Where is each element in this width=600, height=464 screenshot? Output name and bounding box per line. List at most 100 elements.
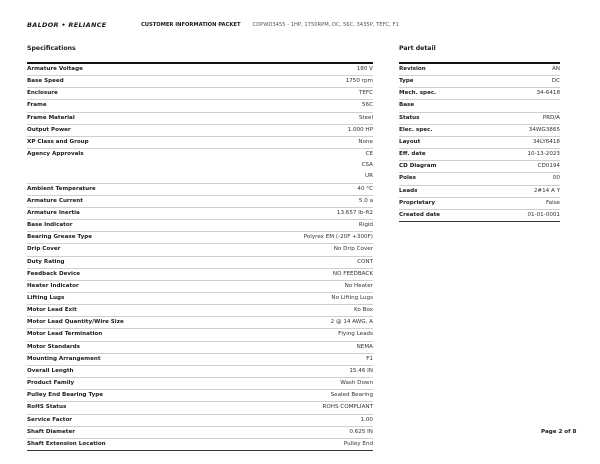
row-label: Proprietary xyxy=(399,199,436,206)
table-row: Base Speed 1750 rpm xyxy=(27,76,373,89)
table-row: Mounting Arrangement F1 xyxy=(27,354,373,366)
value-line: None xyxy=(358,138,373,145)
table-row: Drip Cover No Drip Cover xyxy=(27,244,373,257)
row-label: Revision xyxy=(399,66,426,72)
value-line: 180 V xyxy=(356,66,373,72)
part-detail-title: Part detail xyxy=(399,45,436,52)
row-label: Poles xyxy=(399,175,416,182)
row-value: 1.00 xyxy=(361,415,373,426)
row-value: 40 °C xyxy=(357,184,373,195)
row-label: Armature Voltage xyxy=(27,66,83,72)
table-row: Agency Approvals CE CSA UR xyxy=(27,149,373,184)
table-row: RoHS Status ROHS COMPLIANT xyxy=(27,402,373,415)
value-line: 34WG3865 xyxy=(528,126,560,133)
value-line: 15.46 IN xyxy=(349,367,373,374)
brand-logo: BALDOR • RELIANCE xyxy=(27,21,107,29)
row-value: 2#14 A Y xyxy=(534,186,560,197)
row-label: XP Class and Group xyxy=(27,138,89,145)
part-detail-section: Part detail Revision AN Type DC Mech. spec. 3… xyxy=(399,45,560,223)
value-line: 56C xyxy=(361,102,373,109)
value-line: False xyxy=(545,199,560,206)
row-value: 1750 rpm xyxy=(346,76,373,87)
row-value: CD0194 xyxy=(538,161,560,172)
row-label: Created date xyxy=(399,211,441,218)
value-line: UR xyxy=(365,173,373,180)
table-row: Armature Current 5.0 a xyxy=(27,196,373,208)
row-label: Eff. date xyxy=(399,151,426,158)
table-row: Proprietary False xyxy=(399,198,560,210)
row-value: CONT xyxy=(357,257,373,268)
row-label: Frame xyxy=(27,102,47,109)
row-value: NEMA xyxy=(357,342,373,353)
table-row: Armature Inertia 13.657 lb-ft2 xyxy=(27,208,373,221)
row-label: CD Diagram xyxy=(399,163,437,170)
product-description: CDPWD3455 - 1HP, 1750RPM, DC, 56C, 3435P… xyxy=(252,22,399,28)
value-line: 0.625 IN xyxy=(349,428,373,435)
row-label: Mech. spec. xyxy=(399,90,437,97)
value-line: CONT xyxy=(357,258,373,265)
row-value: 1.000 HP xyxy=(348,125,373,136)
row-value: Sealed Bearing xyxy=(331,390,373,401)
row-label: Feedback Device xyxy=(27,270,81,277)
row-value: 10-13-2023 xyxy=(527,149,560,160)
row-value: ROHS COMPLIANT xyxy=(322,402,373,413)
table-row: Status PRD/A xyxy=(399,113,560,125)
row-label: Type xyxy=(399,78,414,85)
row-label: Mounting Arrangement xyxy=(27,355,101,362)
row-label: Shaft Extension Location xyxy=(27,440,106,447)
table-row: Lifting Lugs No Lifting Lugs xyxy=(27,293,373,306)
table-row: Poles 00 xyxy=(399,173,560,186)
table-row: Motor Lead Termination Flying Leads xyxy=(27,329,373,342)
table-row: Motor Lead Exit Ko Box xyxy=(27,305,373,318)
value-line: 34-6418 xyxy=(536,90,560,97)
row-label: Elec. spec. xyxy=(399,126,433,133)
value-line: 5.0 a xyxy=(358,197,373,204)
value-line: CSA xyxy=(361,162,373,169)
table-row: Mech. spec. 34-6418 xyxy=(399,88,560,101)
table-row: Created date 01-01-0001 xyxy=(399,210,560,223)
table-row: CD Diagram CD0194 xyxy=(399,161,560,174)
row-label: Bearing Grease Type xyxy=(27,234,93,241)
table-row: Service Factor 1.00 xyxy=(27,415,373,427)
row-value: Wash Down xyxy=(340,378,373,389)
row-value: 34-6418 xyxy=(537,88,560,99)
value-line: TEFC xyxy=(358,90,373,97)
value-line: F1 xyxy=(366,355,373,362)
row-label: Service Factor xyxy=(27,416,73,423)
row-label: Armature Current xyxy=(27,197,83,204)
value-line: Sealed Bearing xyxy=(330,392,373,399)
value-line: CD0194 xyxy=(537,163,560,170)
value-line: Polyrex EM (-20F +300F) xyxy=(303,234,373,241)
row-label: Overall Length xyxy=(27,367,74,374)
row-label: Duty Rating xyxy=(27,258,65,265)
table-row: Shaft Extension Location Pulley End xyxy=(27,439,373,451)
table-row: Type DC xyxy=(399,76,560,89)
row-value: 15.46 IN xyxy=(349,366,373,377)
row-label: Agency Approvals xyxy=(27,151,84,158)
row-label: RoHS Status xyxy=(27,404,67,411)
table-row: Output Power 1.000 HP xyxy=(27,125,373,137)
row-value: PRD/A xyxy=(543,113,560,124)
row-value: 00 xyxy=(553,173,560,184)
row-value: Ko Box xyxy=(354,305,373,316)
table-row: Revision AN xyxy=(399,64,560,77)
value-line: ROHS COMPLIANT xyxy=(322,404,373,411)
row-value: CE CSA UR xyxy=(362,149,373,182)
row-label: Product Family xyxy=(27,380,75,387)
row-label: Ambient Temperature xyxy=(27,185,96,192)
row-value: No Drip Cover xyxy=(334,244,373,255)
row-value: 56C xyxy=(362,100,373,111)
value-line: 00 xyxy=(552,175,560,182)
row-label: Motor Lead Termination xyxy=(27,331,103,338)
row-label: Base Indicator xyxy=(27,222,73,229)
row-label: Shaft Diameter xyxy=(27,428,76,435)
value-line: 01-01-0001 xyxy=(527,211,560,218)
table-row: Layout 34LY6418 xyxy=(399,137,560,150)
value-line: 13.657 lb-ft2 xyxy=(336,209,373,216)
value-line: Wash Down xyxy=(340,380,373,387)
value-line: No Heater xyxy=(344,282,373,289)
row-value: TEFC xyxy=(359,88,373,99)
row-value: None xyxy=(358,137,373,148)
table-row: Ambient Temperature 40 °C xyxy=(27,184,373,196)
value-line: Pulley End xyxy=(343,440,373,447)
